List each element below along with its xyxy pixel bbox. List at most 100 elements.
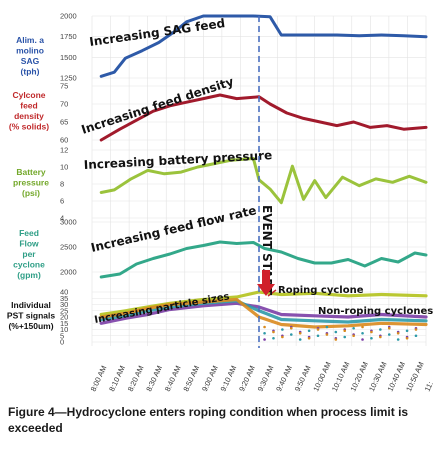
pst-scatter-point	[396, 338, 400, 341]
pst-scatter-point	[379, 335, 382, 339]
pst-scatter-point	[263, 338, 266, 341]
panel-label-sag: Alim. a molino SAG (tph)	[16, 35, 44, 77]
y-tick-label: 8	[60, 180, 64, 189]
pst-scatter-point	[396, 331, 400, 335]
pst-scatter-point	[263, 325, 266, 329]
y-tick-label: 10	[60, 325, 68, 334]
y-tick-label: 3000	[60, 218, 77, 227]
pst-scatter-point	[307, 329, 311, 333]
series-line-pst-2	[99, 299, 428, 324]
y-tick-label: 70	[60, 100, 68, 109]
pst-scatter-point	[343, 329, 347, 333]
series-line-pst-3	[99, 297, 428, 329]
panel-label-line: Flow	[19, 239, 39, 249]
pst-scatter-point	[361, 338, 364, 341]
x-tick-label: 8:30 AM	[144, 364, 164, 393]
pst-scatter-point	[334, 338, 338, 341]
annotation-non-roping-cyclones: Non-roping cyclones	[318, 306, 433, 317]
pst-scatter-point	[272, 330, 275, 334]
x-tick-label: 9:50 AM	[293, 364, 313, 393]
panel-label-line: (tph)	[21, 67, 40, 77]
panel-label-line: (psi)	[22, 188, 40, 198]
event-arrow	[257, 270, 275, 296]
y-tick-label: 65	[60, 118, 68, 127]
pst-scatter-point	[361, 331, 364, 335]
series-line-flow	[99, 240, 428, 279]
y-tick-label: 35	[60, 294, 68, 303]
x-tick-label: 9:40 AM	[274, 364, 294, 393]
y-tick-label: 1500	[60, 53, 77, 62]
y-tick-label: 40	[60, 288, 68, 297]
y-tick-label: 75	[60, 82, 68, 91]
pst-scatter-point	[414, 328, 418, 331]
y-tick-label: 30	[60, 300, 68, 309]
pst-scatter-point	[405, 336, 409, 340]
pst-scatter-point	[387, 326, 391, 330]
y-tick-label: 10	[60, 163, 68, 172]
panel-label-line: (gpm)	[17, 270, 41, 280]
series-line-battery	[99, 157, 428, 205]
x-tick-label: 9:10 AM	[219, 364, 239, 393]
y-tick-label: 15	[60, 319, 68, 328]
x-tick-label: 9:00 AM	[200, 364, 220, 393]
panel-label-line: Battery	[16, 167, 46, 177]
panel-label-line: (% solids)	[9, 122, 49, 132]
annotation-roping-cyclone: Roping cyclone	[278, 285, 364, 296]
y-tick-label: 20	[60, 313, 68, 322]
panel-label-line: PST signals	[7, 311, 55, 321]
pst-scatter-point	[343, 335, 347, 339]
panel-label-line: Individual	[11, 300, 51, 310]
y-tick-label: 12	[60, 146, 68, 155]
panel-label-line: density	[14, 111, 44, 121]
x-tick-label: 8:20 AM	[126, 364, 146, 393]
pst-scatter-point	[281, 328, 284, 331]
pst-scatter-point	[352, 326, 355, 330]
panel-label-line: Feed	[19, 228, 39, 238]
pst-scatter-point	[379, 328, 382, 331]
panel-label-line: (%+150um)	[8, 321, 53, 331]
panel-annotation-pst: Increasing particle sizes	[94, 291, 231, 326]
pst-scatter-point	[352, 334, 355, 338]
pst-scatter-point	[307, 336, 311, 340]
panel-label-line: feed	[20, 101, 37, 111]
x-tick-label: 8:50 AM	[181, 364, 201, 393]
panel-label-line: pressure	[13, 178, 49, 188]
y-tick-label: 2000	[60, 12, 77, 21]
pst-scatter-point	[263, 331, 266, 335]
panel-label-line: Alim. a	[16, 35, 44, 45]
x-tick-label: 8:00 AM	[89, 364, 109, 393]
panel-label-density: Cylcone feed density (% solids)	[9, 90, 49, 132]
y-tick-label: 1750	[60, 32, 77, 41]
y-tick-label: 4	[60, 214, 64, 223]
series-line-density	[99, 93, 428, 142]
pst-scatter-point	[325, 333, 329, 336]
x-tick-label: 8:40 AM	[163, 364, 183, 393]
panel-label-battery: Battery pressure (psi)	[13, 167, 49, 198]
y-tick-label: 5	[60, 331, 64, 340]
pst-scatter-point	[298, 338, 302, 341]
roping-pointer	[267, 289, 277, 297]
series-line-sag	[99, 14, 428, 78]
pst-scatter-point	[272, 336, 275, 340]
chart-figure: 2000 1750 1500 1250 Alim. a molino SAG (tph) Inc…	[7, 12, 435, 393]
pst-scatter-point	[289, 326, 293, 330]
panel-label-line: SAG	[21, 56, 40, 66]
x-tick-label: 11:	[423, 380, 435, 393]
x-tick-label: 9:30 AM	[256, 364, 276, 393]
pst-scatter-point	[316, 328, 320, 331]
panel-label-line: per	[22, 249, 36, 259]
panel-annotation-battery: Increasing battery pressure	[83, 148, 272, 172]
pst-scatter-point	[325, 325, 329, 329]
panel-label-pst: Individual PST signals (%+150um)	[7, 300, 55, 331]
x-tick-label: 8:10 AM	[107, 364, 127, 393]
panel-label-flow: Feed Flow per cyclone (gpm)	[13, 228, 45, 280]
pst-scatter-point	[316, 334, 320, 338]
panel-annotation-density: Increasing feed density	[80, 74, 236, 137]
x-tick-label: 9:20 AM	[237, 364, 257, 393]
pst-scatter-point	[370, 336, 373, 340]
y-tick-label: 1250	[60, 74, 77, 83]
y-tick-label: 6	[60, 197, 64, 206]
pst-scatter-point	[298, 331, 302, 335]
panel-label-line: molino	[16, 46, 44, 56]
pst-scatter-point	[289, 333, 293, 336]
